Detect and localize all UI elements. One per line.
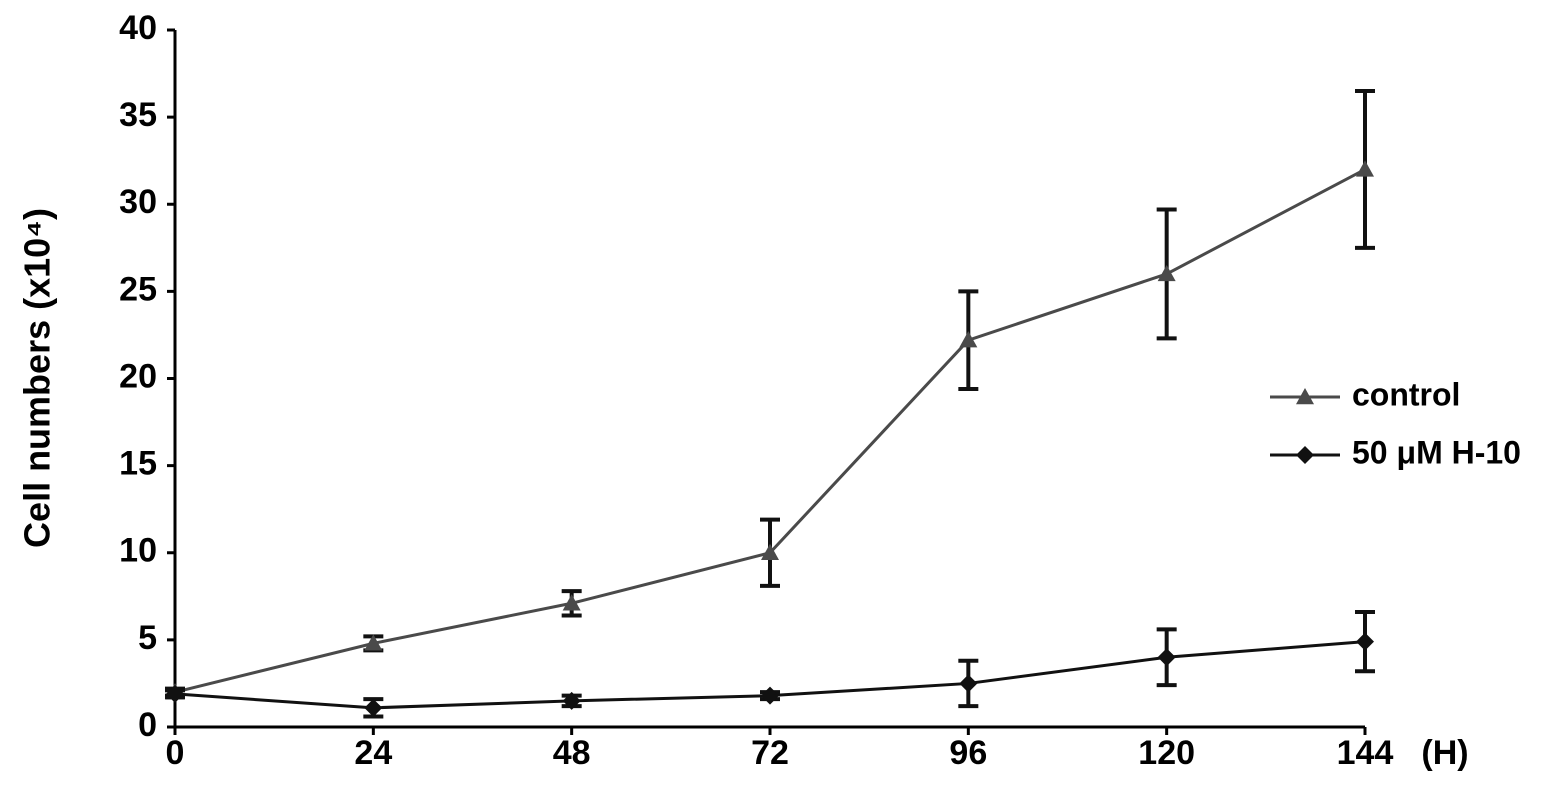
y-tick-label: 20 xyxy=(119,357,157,395)
x-tick-label: 0 xyxy=(166,734,185,772)
marker xyxy=(1296,446,1314,464)
y-tick-label: 5 xyxy=(138,619,157,657)
marker xyxy=(364,698,383,717)
y-tick-label: 25 xyxy=(119,270,157,308)
marker xyxy=(1157,648,1176,667)
marker xyxy=(364,634,383,651)
y-tick-label: 10 xyxy=(119,532,157,570)
y-tick-label: 30 xyxy=(119,183,157,221)
legend-label: control xyxy=(1352,376,1460,412)
marker xyxy=(1356,632,1374,651)
y-tick-label: 35 xyxy=(119,96,157,134)
y-axis-label: Cell numbers (x10⁴) xyxy=(17,208,58,548)
x-tick-label: 48 xyxy=(553,734,591,772)
marker xyxy=(562,691,581,710)
marker xyxy=(761,543,779,560)
y-tick-label: 0 xyxy=(138,706,157,744)
x-tick-label: 144 xyxy=(1337,734,1394,772)
marker xyxy=(959,674,978,693)
marker xyxy=(166,684,184,703)
x-tick-label: 72 xyxy=(751,734,789,772)
marker xyxy=(959,331,978,348)
marker xyxy=(1356,160,1374,177)
y-tick-label: 15 xyxy=(119,445,157,483)
x-tick-label: 24 xyxy=(354,734,392,772)
x-tick-label: 96 xyxy=(949,734,987,772)
marker xyxy=(1296,388,1314,405)
x-axis-label: (H) xyxy=(1421,734,1468,772)
marker xyxy=(761,686,779,705)
series-line xyxy=(174,168,1366,694)
legend-label: 50 μM H-10 xyxy=(1352,434,1521,470)
marker xyxy=(562,594,581,611)
marker xyxy=(1157,264,1176,282)
x-tick-label: 120 xyxy=(1138,734,1195,772)
y-tick-label: 40 xyxy=(119,9,157,47)
